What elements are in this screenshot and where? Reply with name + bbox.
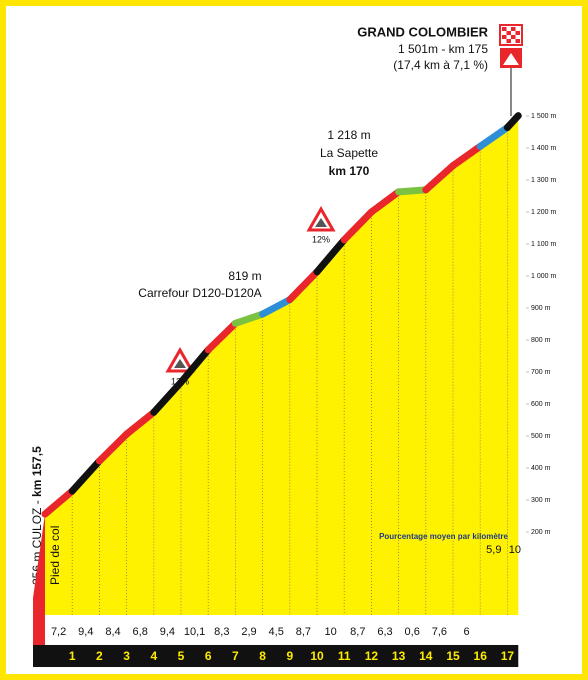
grade-label: 10 <box>509 544 521 556</box>
warning-icon <box>165 346 195 373</box>
mountain-icon <box>500 48 522 68</box>
grade-label: 6,3 <box>377 626 392 638</box>
grade-segment <box>286 268 321 304</box>
grade-segment <box>503 112 522 132</box>
grade-label: 0,6 <box>405 626 420 638</box>
grade-label: 9,4 <box>160 626 175 638</box>
warning-icon <box>306 205 336 232</box>
km-label: 4 <box>150 649 157 663</box>
km-label: 11 <box>338 649 351 663</box>
y-tick-label: 1 300 m <box>531 177 556 184</box>
km-label: 13 <box>392 649 406 663</box>
grade-segment <box>422 162 457 194</box>
start-label: 256 m CULOZ - km 157,5 Pied de col <box>30 446 62 585</box>
annotation: 12% <box>312 234 330 244</box>
grade-label: 2,9 <box>241 626 256 638</box>
grade-segment <box>395 186 430 196</box>
km-label: 16 <box>474 649 488 663</box>
start-text: 256 m CULOZ - km 157,5 <box>30 446 44 585</box>
finish-flag <box>499 24 523 46</box>
y-tick-label: 300 m <box>531 497 551 504</box>
start-note: Pied de col <box>48 526 62 585</box>
grade-label: 4,5 <box>269 626 284 638</box>
grade-segment <box>340 208 375 244</box>
y-tick-label: 600 m <box>531 401 551 408</box>
annotation: Carrefour D120-D120A <box>138 286 261 300</box>
y-tick-label: 400 m <box>531 465 551 472</box>
profile-area <box>45 115 519 616</box>
grade-segment <box>204 319 239 354</box>
grade-segment <box>177 346 212 386</box>
grade-segment <box>150 378 185 416</box>
y-tick-label: 700 m <box>531 369 551 376</box>
grade-label: 8,4 <box>105 626 120 638</box>
base-edge <box>33 514 45 645</box>
y-tick-label: 500 m <box>531 433 551 440</box>
km-label: 6 <box>205 649 212 663</box>
chart-title: GRAND COLOMBIER <box>357 24 488 39</box>
annotation: 1 218 m <box>327 128 370 142</box>
grade-label: 7,6 <box>432 626 447 638</box>
summary: (17,4 km à 7,1 %) <box>393 58 488 72</box>
grade-segment <box>123 408 158 438</box>
subtitle: 1 501m - km 175 <box>398 42 488 56</box>
km-label: 17 <box>501 649 515 663</box>
annotation: La Sapette <box>320 146 378 160</box>
km-band <box>33 645 519 667</box>
annotation: km 170 <box>329 164 370 178</box>
km-label: 8 <box>259 649 266 663</box>
grade-label: 8,7 <box>296 626 311 638</box>
grade-segment <box>231 310 267 327</box>
grade-label: 7,2 <box>51 626 66 638</box>
km-label: 3 <box>123 649 130 663</box>
km-label: 1 <box>69 649 76 663</box>
y-tick-label: 200 m <box>531 529 551 536</box>
grade-segment <box>476 124 511 150</box>
y-tick-label: 900 m <box>531 305 551 312</box>
grade-label: 5,9 <box>486 544 501 556</box>
y-tick-label: 800 m <box>531 337 551 344</box>
grade-segment <box>95 430 131 465</box>
km-label: 10 <box>310 649 324 663</box>
grade-caption: Pourcentage moyen par kilomètre <box>379 532 508 541</box>
grade-label: 6,8 <box>133 626 148 638</box>
km-label: 2 <box>96 649 103 663</box>
grade-label: 8,7 <box>350 626 365 638</box>
y-tick-label: 1 400 m <box>531 145 556 152</box>
km-label: 9 <box>286 649 293 663</box>
km-label: 7 <box>232 649 239 663</box>
start-km: km 157,5 <box>30 446 44 497</box>
grade-label: 8,3 <box>214 626 229 638</box>
grade-label: 9,4 <box>78 626 93 638</box>
grade-segment <box>313 236 348 276</box>
grade-segment <box>68 457 103 495</box>
y-tick-label: 1 100 m <box>531 241 556 248</box>
grade-label: 6 <box>464 626 470 638</box>
grade-segment <box>41 487 76 518</box>
grade-segment <box>367 188 403 216</box>
grade-label: 10 <box>324 626 336 638</box>
grade-segment <box>259 296 294 318</box>
grade-segment <box>449 142 484 170</box>
km-label: 14 <box>419 649 433 663</box>
y-tick-label: 1 200 m <box>531 209 556 216</box>
km-label: 15 <box>446 649 460 663</box>
km-label: 12 <box>365 649 379 663</box>
annotation: 819 m <box>228 269 261 283</box>
y-tick-label: 1 000 m <box>531 273 556 280</box>
y-tick-label: 1 500 m <box>531 113 556 120</box>
km-label: 5 <box>178 649 185 663</box>
grade-label: 10,1 <box>184 626 205 638</box>
